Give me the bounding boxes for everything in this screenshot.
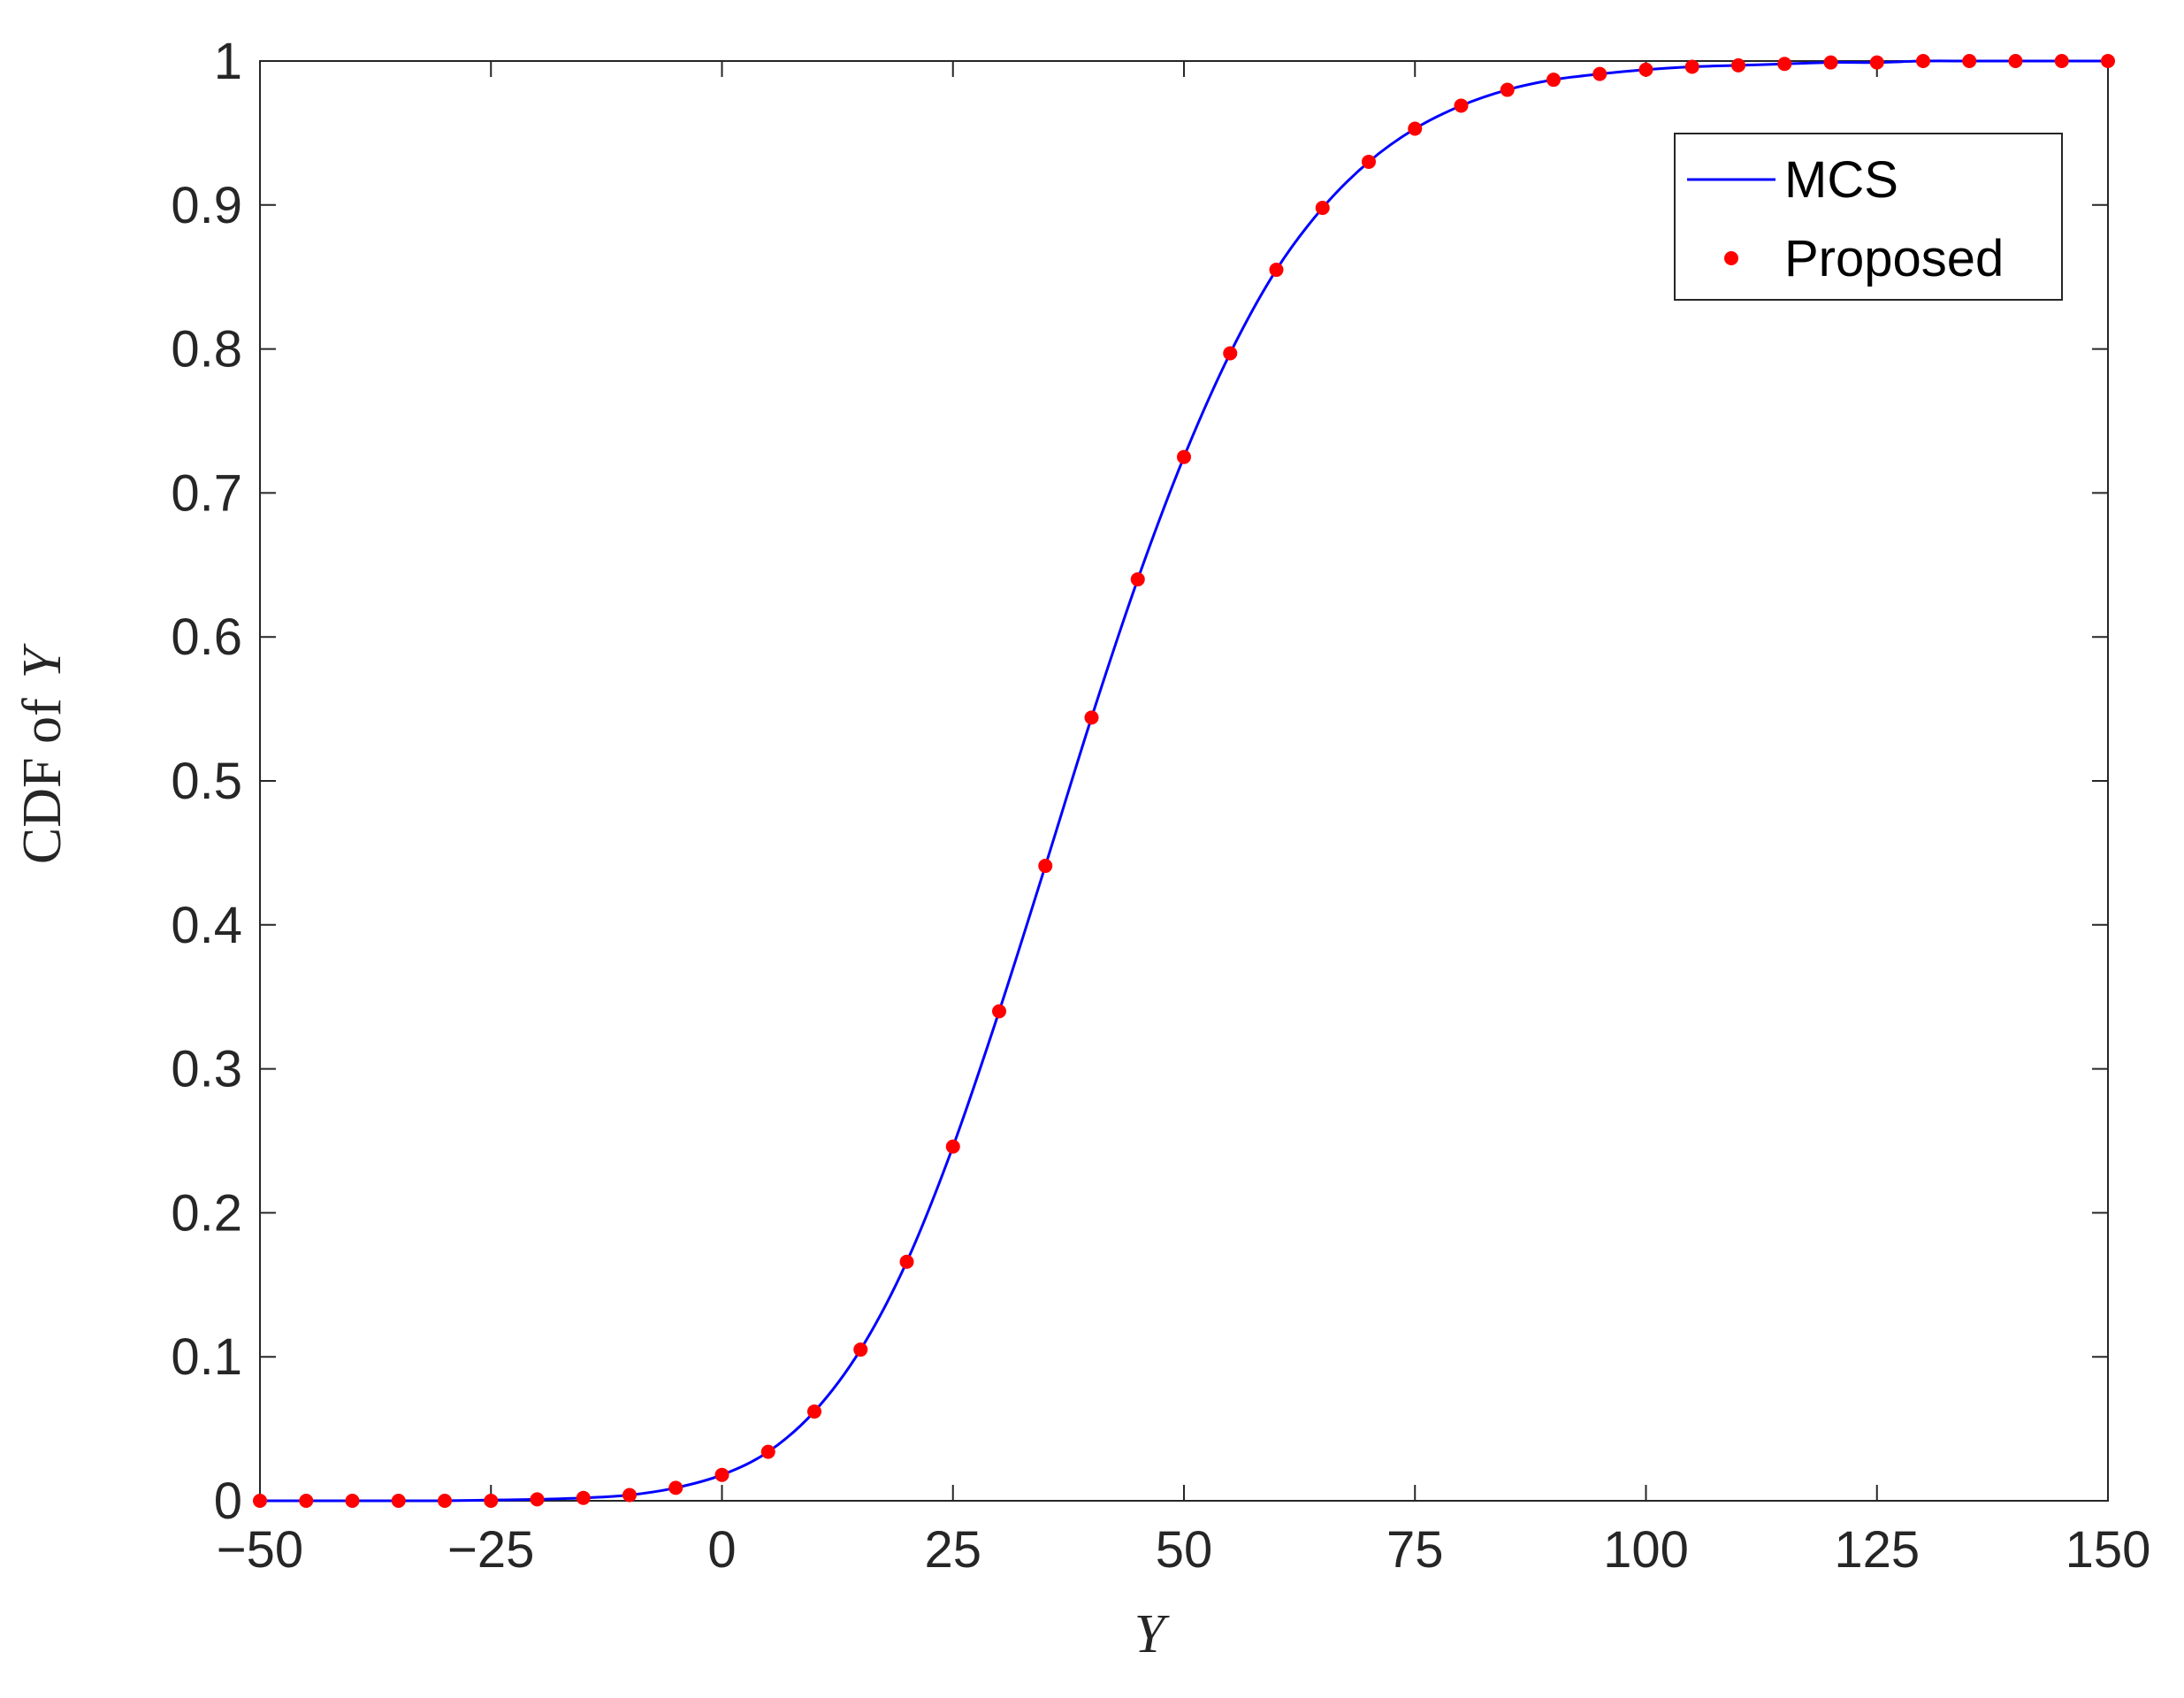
proposed-point [438, 1494, 452, 1508]
proposed-point [1315, 201, 1330, 216]
proposed-point [299, 1494, 314, 1508]
proposed-point [576, 1490, 591, 1505]
proposed-point [760, 1444, 775, 1459]
y-tick-label: 0.3 [171, 1041, 242, 1098]
x-tick-label: 0 [707, 1521, 736, 1579]
proposed-point [391, 1494, 406, 1508]
y-tick-label: 0 [214, 1472, 242, 1530]
y-tick-label: 0.8 [171, 321, 242, 379]
legend-box [1674, 133, 2063, 301]
tick-labels: −50 −25 0 25 50 75 100 125 150 0 0.1 0.2 0.3 0.4 0.5 0.… [171, 33, 2150, 1579]
y-tick-label: 0.6 [171, 608, 242, 666]
x-tick-label: −25 [447, 1521, 534, 1579]
proposed-point [622, 1488, 637, 1503]
y-tick-label: 0.7 [171, 464, 242, 522]
proposed-point [1177, 449, 1191, 464]
proposed-point [484, 1494, 499, 1508]
y-tick-label: 0.4 [171, 897, 242, 954]
y-axis-title: CDF of Y [12, 643, 73, 864]
y-tick-label: 0.5 [171, 753, 242, 810]
proposed-point [2054, 54, 2069, 68]
proposed-point [1223, 346, 1238, 361]
proposed-point [1362, 154, 1376, 169]
y-axis-title-prefix: CDF of [12, 698, 73, 864]
proposed-point [714, 1467, 729, 1482]
y-tick-label: 0.9 [171, 177, 242, 234]
proposed-point [2008, 54, 2023, 68]
x-tick-label: 75 [1386, 1521, 1444, 1579]
proposed-point [1454, 98, 1469, 113]
proposed-point [1823, 55, 1838, 70]
proposed-point [1408, 121, 1423, 136]
proposed-point [945, 1139, 960, 1154]
proposed-point [1638, 62, 1653, 77]
proposed-point [1962, 54, 1977, 68]
proposed-point [668, 1480, 683, 1495]
proposed-point [1731, 57, 1745, 73]
proposed-point [1038, 859, 1053, 874]
legend-proposed-label: Proposed [1784, 230, 2004, 287]
proposed-point [1592, 66, 1607, 81]
proposed-point [1500, 82, 1515, 97]
proposed-point [853, 1342, 868, 1358]
proposed-point [253, 1494, 267, 1508]
legend-proposed-swatch [1724, 251, 1738, 265]
x-tick-label: 25 [924, 1521, 981, 1579]
x-axis-title: Y [1134, 1604, 1170, 1664]
legend-mcs-label: MCS [1784, 151, 1898, 209]
y-tick-label: 0.2 [171, 1184, 242, 1242]
series-layer [253, 54, 2115, 1508]
y-tick-label: 0.1 [171, 1328, 242, 1386]
proposed-point [1269, 263, 1284, 278]
proposed-point [2101, 54, 2115, 68]
proposed-point [1916, 54, 1930, 68]
x-tick-label: 125 [1834, 1521, 1920, 1579]
proposed-point [1546, 73, 1561, 88]
x-tick-label: 100 [1603, 1521, 1689, 1579]
proposed-point [530, 1492, 545, 1507]
mcs-line [260, 59, 2108, 1503]
proposed-point [1684, 59, 1699, 74]
x-tick-label: 150 [2066, 1521, 2151, 1579]
y-axis-title-variable: Y [12, 643, 73, 678]
proposed-point [1130, 572, 1145, 587]
proposed-point [1869, 55, 1884, 70]
x-tick-label: −50 [217, 1521, 303, 1579]
proposed-point [807, 1404, 821, 1419]
legend: MCS Proposed [1674, 133, 2063, 301]
proposed-point [345, 1494, 360, 1508]
proposed-point [1777, 57, 1792, 72]
proposed-point [992, 1004, 1006, 1019]
proposed-point [1084, 710, 1099, 725]
y-tick-label: 1 [214, 33, 242, 90]
x-tick-label: 50 [1156, 1521, 1213, 1579]
proposed-point [899, 1254, 914, 1269]
